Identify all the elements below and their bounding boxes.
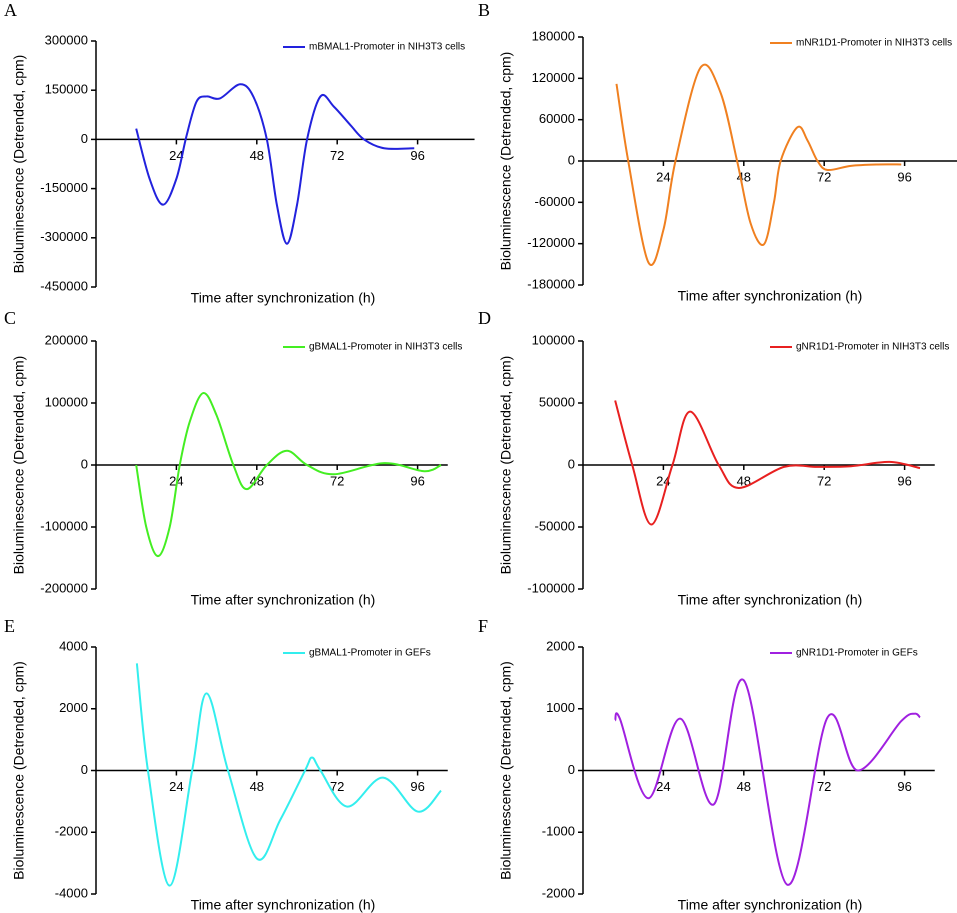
data-line — [614, 678, 921, 886]
x-tick-label: 24 — [169, 148, 183, 163]
y-tick-label: -450000 — [40, 278, 88, 293]
y-axis-title: Bioluminescence (Detrended, cpm) — [498, 356, 514, 575]
y-tick-label: -1000 — [542, 824, 575, 839]
y-tick-label: -120000 — [527, 235, 575, 250]
y-tick-label: -4000 — [55, 885, 88, 900]
x-axis-title: Time after synchronization (h) — [678, 288, 863, 304]
x-tick-label: 72 — [817, 169, 831, 184]
x-tick-label: 72 — [330, 148, 344, 163]
legend-text: mBMAL1-Promoter in NIH3T3 cells — [309, 42, 465, 53]
data-line — [615, 63, 902, 266]
y-tick-label: -200000 — [40, 580, 88, 595]
legend-text: gNR1D1-Promoter in GEFs — [796, 648, 918, 659]
y-tick-label: -50000 — [535, 518, 575, 533]
y-tick-label: 300000 — [45, 32, 88, 47]
x-tick-label: 72 — [330, 473, 344, 488]
y-axis-title: Bioluminescence (Detrended, cpm) — [498, 52, 514, 271]
y-tick-label: 1000 — [546, 700, 575, 715]
y-tick-label: 2000 — [59, 700, 88, 715]
y-tick-label: -2000 — [55, 824, 88, 839]
x-tick-label: 48 — [737, 779, 751, 794]
x-axis-title: Time after synchronization (h) — [191, 290, 376, 306]
y-tick-label: 100000 — [45, 394, 88, 409]
x-axis-title: Time after synchronization (h) — [191, 592, 376, 608]
y-tick-label: 200000 — [45, 332, 88, 347]
y-tick-label: 4000 — [59, 638, 88, 653]
y-axis-title: Bioluminescence (Detrended, cpm) — [498, 661, 514, 880]
x-tick-label: 48 — [250, 148, 264, 163]
panel-letter: E — [4, 616, 15, 636]
y-tick-label: -150000 — [40, 180, 88, 195]
x-tick-label: 96 — [410, 148, 424, 163]
x-tick-label: 72 — [817, 473, 831, 488]
panel-letter: D — [478, 308, 491, 328]
y-tick-label: 0 — [568, 152, 575, 167]
x-axis-title: Time after synchronization (h) — [191, 897, 376, 913]
x-axis-title: Time after synchronization (h) — [678, 897, 863, 913]
x-tick-label: 72 — [330, 779, 344, 794]
y-tick-label: -60000 — [535, 194, 575, 209]
y-tick-label: 120000 — [532, 70, 575, 85]
data-line — [135, 663, 442, 887]
data-line — [614, 400, 921, 526]
x-tick-label: 96 — [410, 779, 424, 794]
y-tick-label: 100000 — [532, 332, 575, 347]
y-tick-label: -100000 — [527, 580, 575, 595]
panel-letter: F — [478, 616, 488, 636]
y-tick-label: 180000 — [532, 28, 575, 43]
y-tick-label: 2000 — [546, 638, 575, 653]
legend-text: gNR1D1-Promoter in NIH3T3 cells — [796, 342, 949, 353]
y-tick-label: 150000 — [45, 82, 88, 97]
x-tick-label: 96 — [897, 473, 911, 488]
x-tick-label: 24 — [169, 779, 183, 794]
y-tick-label: 60000 — [539, 111, 575, 126]
y-tick-label: 50000 — [539, 394, 575, 409]
y-tick-label: -300000 — [40, 229, 88, 244]
legend-text: mNR1D1-Promoter in NIH3T3 cells — [796, 38, 952, 49]
panel-letter: A — [4, 0, 17, 20]
x-tick-label: 96 — [897, 779, 911, 794]
panel-letter: B — [478, 0, 490, 20]
data-line — [135, 83, 415, 245]
y-axis-title: Bioluminescence (Detrended, cpm) — [11, 661, 27, 880]
y-axis-title: Bioluminescence (Detrended, cpm) — [11, 55, 27, 274]
y-tick-label: -2000 — [542, 885, 575, 900]
y-tick-label: 0 — [81, 456, 88, 471]
legend-text: gBMAL1-Promoter in NIH3T3 cells — [309, 342, 462, 353]
x-tick-label: 96 — [410, 473, 424, 488]
panel-letter: C — [4, 308, 16, 328]
x-tick-label: 24 — [656, 779, 670, 794]
data-line — [135, 392, 442, 558]
y-tick-label: -180000 — [527, 276, 575, 291]
x-tick-label: 96 — [897, 169, 911, 184]
legend-text: gBMAL1-Promoter in GEFs — [309, 648, 431, 659]
y-tick-label: 0 — [568, 762, 575, 777]
y-tick-label: -100000 — [40, 518, 88, 533]
y-tick-label: 0 — [81, 762, 88, 777]
x-tick-label: 72 — [817, 779, 831, 794]
x-tick-label: 48 — [250, 779, 264, 794]
y-tick-label: 0 — [81, 131, 88, 146]
y-tick-label: 0 — [568, 456, 575, 471]
x-axis-title: Time after synchronization (h) — [678, 592, 863, 608]
y-axis-title: Bioluminescence (Detrended, cpm) — [11, 356, 27, 575]
x-tick-label: 24 — [656, 169, 670, 184]
